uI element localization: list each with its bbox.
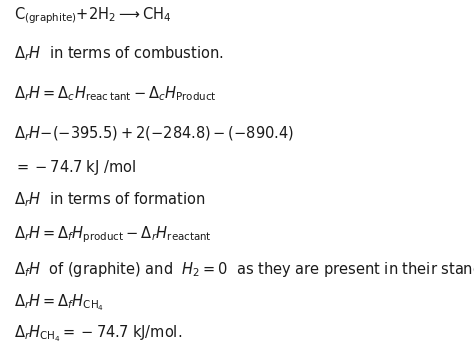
Text: $\Delta_r H$  in terms of formation: $\Delta_r H$ in terms of formation	[14, 191, 206, 209]
Text: $\Delta_f H$  of (graphite) and  $H_2{=}0$  as they are present in their standar: $\Delta_f H$ of (graphite) and $H_2{=}0$…	[14, 260, 474, 279]
Text: $\mathregular{C}_{\mathregular{(graphite)}}\mathregular{+2H_2 \longrightarrow CH: $\mathregular{C}_{\mathregular{(graphite…	[14, 5, 172, 26]
Text: $\Delta_r H$  in terms of combustion.: $\Delta_r H$ in terms of combustion.	[14, 45, 224, 63]
Text: $\Delta_r H = \Delta_f H_{\mathregular{product}} - \Delta_r H_{\mathregular{reac: $\Delta_r H = \Delta_f H_{\mathregular{p…	[14, 224, 212, 245]
Text: $\Delta_r H  = \Delta_f H_{\mathregular{CH_4}}$: $\Delta_r H = \Delta_f H_{\mathregular{C…	[14, 292, 104, 313]
Text: $\Delta_r H{-}(-395.5)+2(-284.8)-(-890.4)$: $\Delta_r H{-}(-395.5)+2(-284.8)-(-890.4…	[14, 125, 294, 143]
Text: $= -74.7$ kJ /mol: $= -74.7$ kJ /mol	[14, 158, 137, 176]
Text: $\Delta_r H_{\mathregular{CH_4}}  = -74.7$ kJ/mol.: $\Delta_r H_{\mathregular{CH_4}} = -74.7…	[14, 324, 182, 345]
Text: $\Delta_r H = \Delta_c H_{\mathregular{reac\,tant}} - \Delta_c H_{\mathregular{P: $\Delta_r H = \Delta_c H_{\mathregular{r…	[14, 85, 217, 103]
